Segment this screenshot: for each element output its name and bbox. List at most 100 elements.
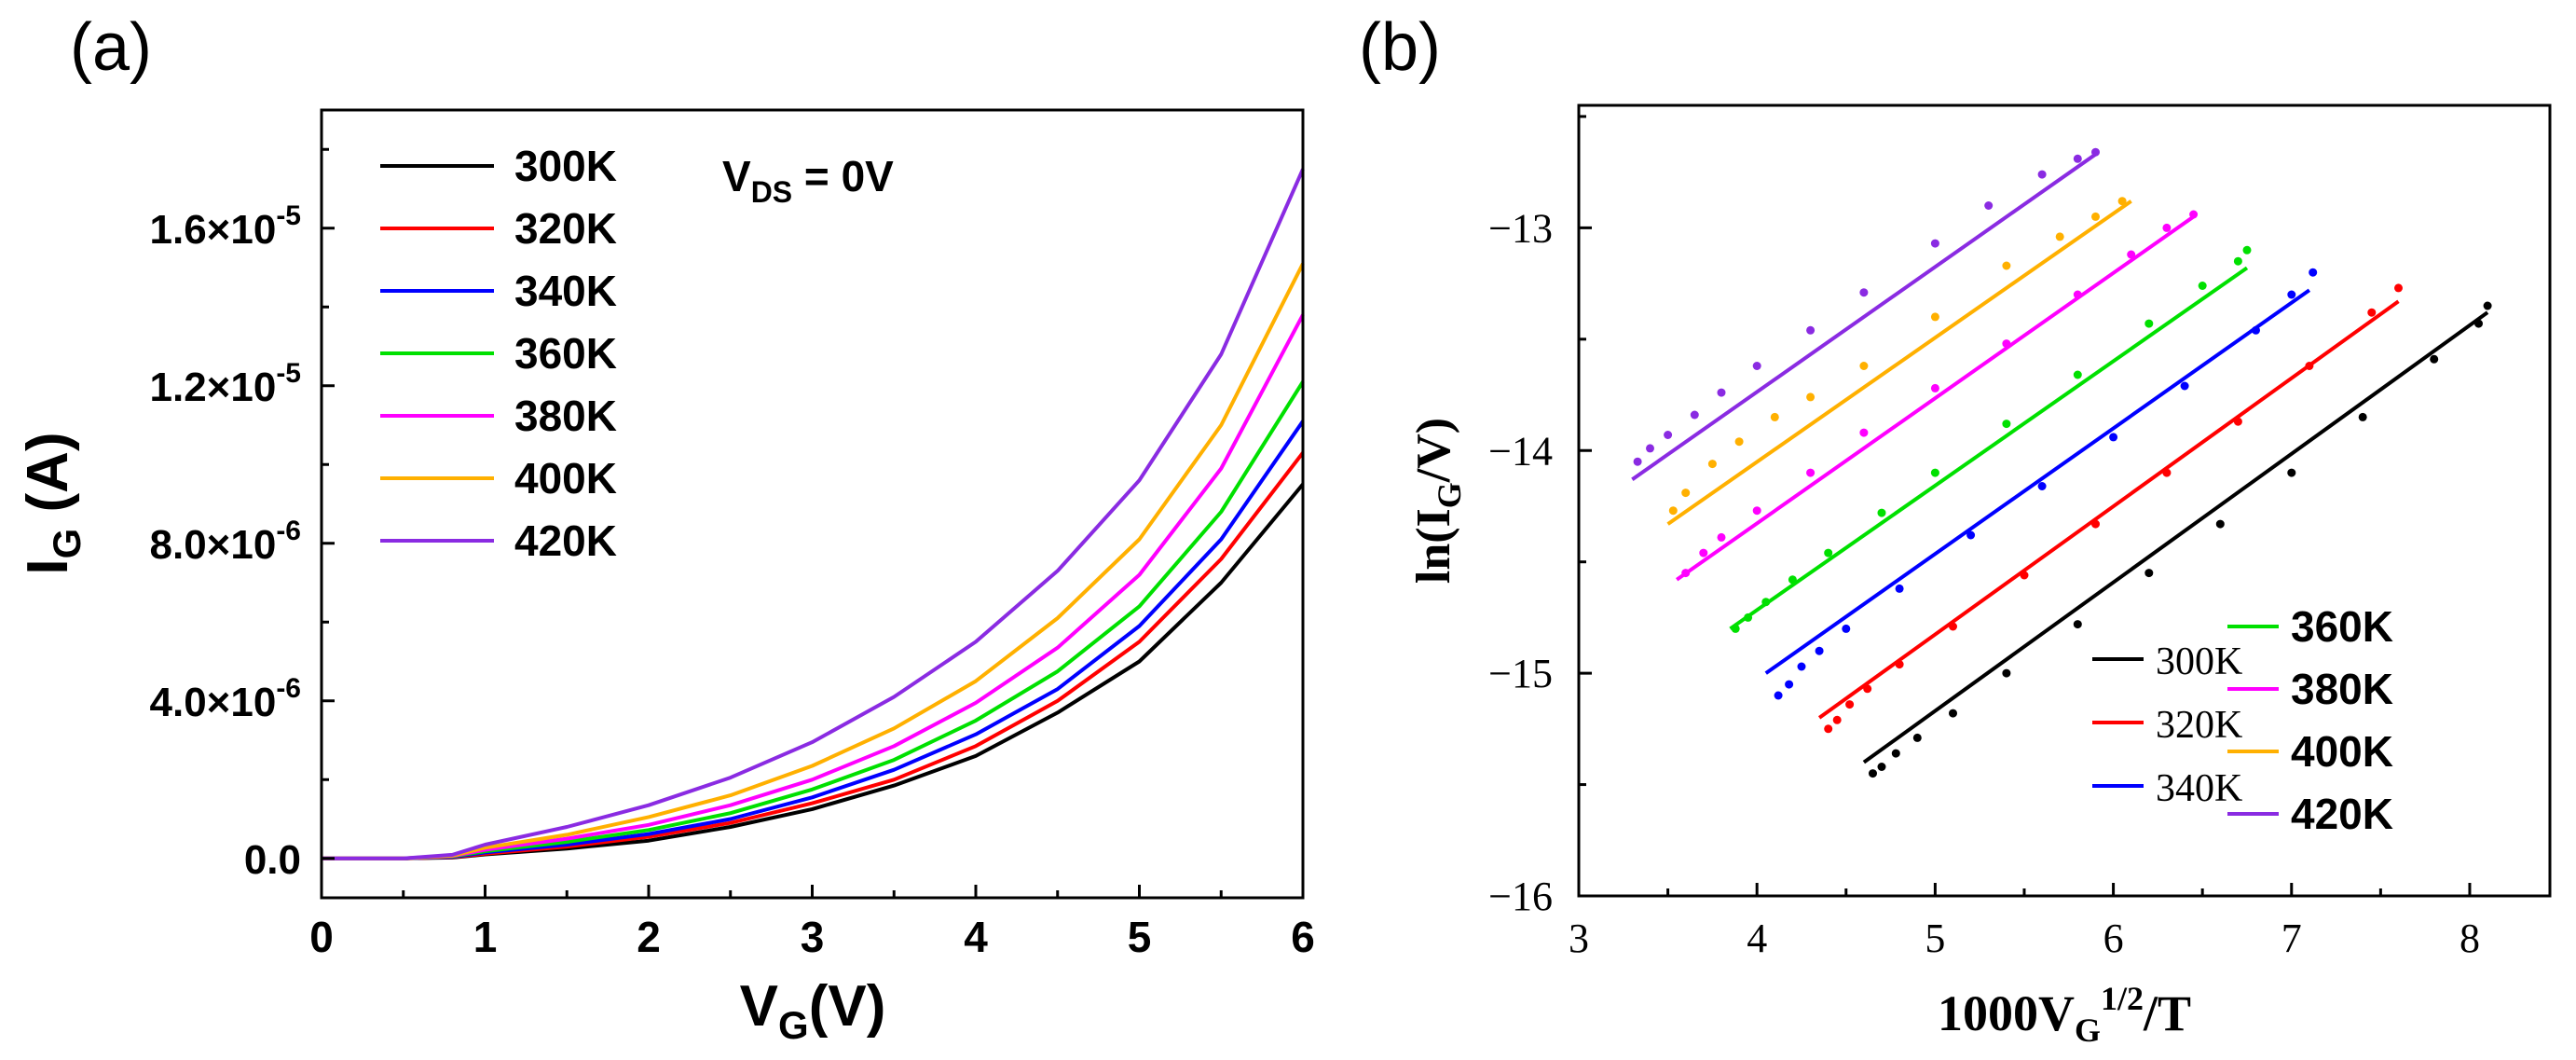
panel-b-plot-frame (1577, 103, 2552, 898)
panel-a-annotation-main: V (722, 152, 751, 200)
data-point-420K (1984, 201, 1994, 210)
data-point-360K (1877, 508, 1886, 517)
panel-b-xlabel-sub: G (2075, 1012, 2101, 1049)
panel-b-legend: 300K 320K 340K 360K 380K 400K 420K (2092, 602, 2393, 838)
y-tick-label: 0.0 (244, 837, 301, 883)
data-point-300K (2430, 354, 2439, 364)
y-tick-label: 4.0×10-6 (150, 673, 302, 725)
x-tick-label: 0 (309, 913, 334, 961)
data-point-380K (2073, 290, 2082, 299)
data-point-400K (1806, 392, 1816, 402)
x-tick-label: 3 (1569, 915, 1589, 961)
data-point-380K (1806, 468, 1816, 477)
data-point-300K (1869, 769, 1877, 778)
data-point-360K (2242, 245, 2252, 255)
data-point-420K (1690, 410, 1699, 420)
y-tick-mantissa: 1.6×10 (150, 207, 277, 253)
legend-label-320K: 320K (514, 204, 617, 253)
y-tick-mantissa: 8.0×10 (150, 522, 277, 568)
data-point-300K (2144, 569, 2154, 578)
data-point-380K (1859, 428, 1869, 437)
data-point-340K (1785, 680, 1794, 689)
data-point-400K (2055, 232, 2064, 241)
y-tick-mantissa: 4.0×10 (150, 680, 277, 725)
fit-line-300K (1862, 310, 2489, 764)
y-tick-label: 8.0×10-6 (150, 516, 302, 568)
data-point-340K (1815, 646, 1824, 655)
legend-label-340K: 340K (2156, 767, 2242, 810)
panel-a-y-axis-label: IG (A) (16, 432, 89, 574)
data-point-420K (1752, 362, 1761, 370)
data-point-320K (1824, 724, 1833, 734)
panel-b-xlabel-main: 1000V (1938, 985, 2075, 1041)
panel-a: (a) 0 1 2 3 4 5 60.04.0×10-68.0×10-61.2×10-51.… (16, 10, 1315, 1047)
data-point-360K (1930, 468, 1939, 477)
panel-a-ylabel-sub: G (45, 529, 89, 559)
panel-a-ylabel-tail: (A) (16, 432, 80, 528)
data-point-320K (2020, 571, 2029, 580)
x-tick-label: 2 (637, 913, 661, 961)
panel-b-y-axis-label: ln(IG/V) (1407, 418, 1468, 584)
data-point-380K (2002, 339, 2011, 349)
panel-a-ylabel-main: I (16, 558, 80, 574)
y-tick-label: 1.6×10-5 (150, 200, 302, 253)
data-point-420K (2073, 154, 2082, 163)
y-tick-exponent: -6 (276, 516, 301, 546)
data-point-300K (1877, 763, 1886, 771)
data-point-340K (1842, 624, 1851, 633)
data-point-420K (1633, 457, 1642, 466)
y-tick-exponent: -5 (276, 200, 301, 231)
data-point-380K (2127, 250, 2136, 259)
data-point-300K (1891, 749, 1900, 758)
data-point-300K (2287, 468, 2296, 477)
data-point-360K (2198, 282, 2207, 290)
legend-label-300K: 300K (2156, 640, 2242, 683)
panel-a-annotation: VDS = 0V (722, 152, 894, 209)
x-tick-label: 5 (1925, 915, 1945, 961)
panel-a-legend: 300K 320K 340K 360K 380K 400K 420K (380, 142, 617, 565)
data-point-400K (1707, 460, 1717, 469)
data-point-320K (2305, 362, 2314, 370)
data-point-340K (2287, 290, 2296, 299)
data-point-340K (2309, 268, 2318, 277)
data-point-420K (1717, 388, 1726, 397)
data-point-380K (1681, 569, 1691, 578)
data-point-420K (2091, 147, 2100, 157)
data-point-340K (1797, 662, 1806, 671)
panel-a-xlabel-sub: G (778, 1003, 809, 1047)
data-point-380K (1930, 383, 1939, 392)
legend-label-400K: 400K (514, 454, 617, 502)
panel-b-ylabel-tail: /V) (1407, 418, 1460, 483)
series-line-340K (322, 420, 1305, 860)
y-tick-label: −13 (1488, 205, 1553, 251)
data-point-360K (1744, 613, 1753, 622)
data-point-400K (2117, 197, 2127, 206)
data-point-320K (1895, 660, 1904, 669)
fit-line-420K (1631, 152, 2097, 481)
y-tick-label: −14 (1488, 428, 1553, 474)
panel-a-annotation-sub: DS (751, 175, 792, 209)
data-point-320K (2233, 417, 2242, 426)
panel-a-ticks: 0 1 2 3 4 5 60.04.0×10-68.0×10-61.2×10-51.6×10… (150, 147, 1315, 961)
x-tick-label: 6 (2103, 915, 2124, 961)
legend-label-380K: 380K (514, 392, 617, 440)
legend-label-300K: 300K (514, 142, 617, 190)
data-point-400K (2002, 261, 2011, 270)
fit-line-380K (1676, 214, 2195, 582)
panel-b-ylabel-sub: G (1431, 482, 1468, 508)
x-tick-label: 4 (964, 913, 988, 961)
data-point-400K (1859, 362, 1869, 370)
data-point-340K (1774, 691, 1783, 700)
data-point-360K (2233, 256, 2242, 266)
data-point-320K (2091, 519, 2100, 529)
data-point-300K (2474, 319, 2483, 328)
fit-line-360K (1729, 266, 2249, 630)
data-point-340K (2180, 381, 2189, 391)
y-tick-label: −15 (1488, 651, 1553, 696)
panel-a-label: (a) (70, 10, 152, 85)
data-point-340K (2109, 433, 2118, 442)
data-point-320K (2394, 283, 2403, 293)
panel-b-x-axis-label: 1000VG1/2/T (1938, 980, 2191, 1049)
data-point-320K (2367, 308, 2377, 317)
